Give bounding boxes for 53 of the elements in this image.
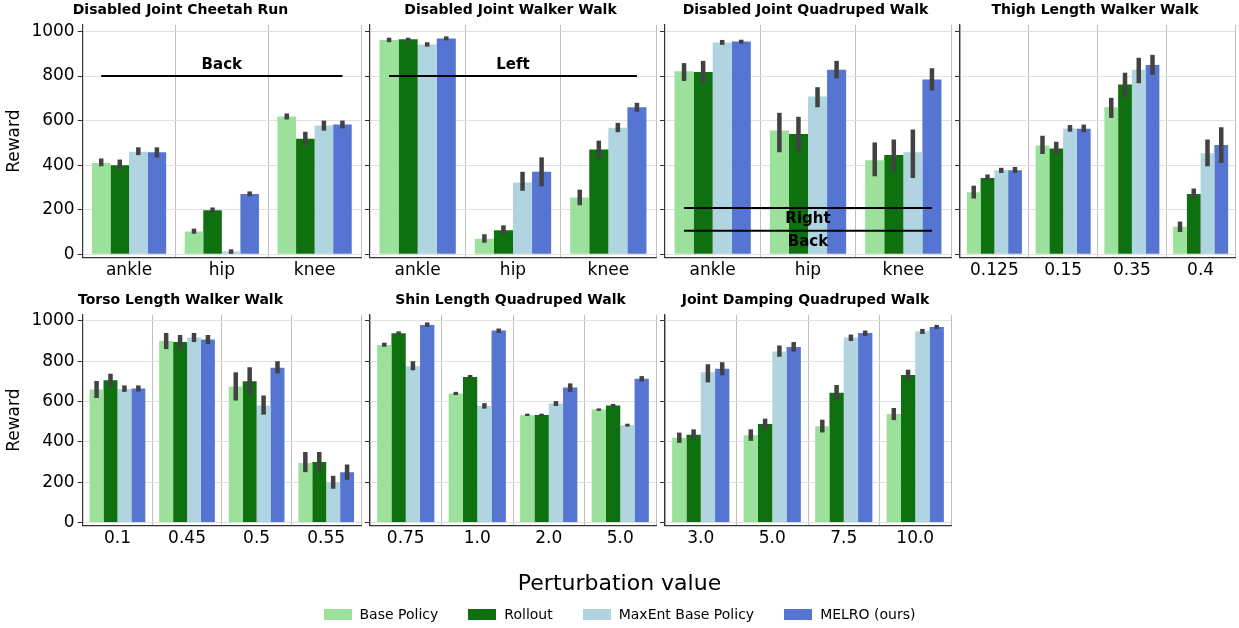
- x-tick-label: knee: [293, 259, 336, 280]
- y-tick-label: 200: [42, 198, 75, 219]
- x-tick-label: 0.45: [168, 527, 206, 548]
- x-tick-label: ankle: [105, 259, 153, 280]
- chart-title: Disabled Joint Quadruped Walk: [682, 1, 930, 18]
- x-tick-label: hip: [499, 259, 527, 280]
- chart-title: Shin Length Quadruped Walk: [395, 291, 627, 308]
- chart-title: Thigh Length Walker Walk: [991, 1, 1200, 18]
- x-tick-label: 0.75: [386, 527, 425, 548]
- chart-title: Torso Length Walker Walk: [78, 291, 284, 308]
- x-tick-label: 0.35: [1112, 259, 1151, 280]
- x-tick-label: 5.0: [758, 527, 786, 548]
- x-tick-label: 1.0: [463, 527, 491, 548]
- x-tick-label: hip: [208, 259, 235, 280]
- legend-label: MaxEnt Base Policy: [618, 606, 755, 622]
- y-tick-label: 800: [42, 349, 75, 370]
- x-tick-label: 0.1: [103, 527, 131, 548]
- x-tick-label: 0.4: [1187, 259, 1215, 280]
- y-tick-label: 600: [42, 109, 75, 130]
- chart-title: Disabled Joint Walker Walk: [404, 1, 618, 18]
- ref-line-label: Left: [496, 55, 530, 74]
- x-tick-label: 0.5: [243, 527, 271, 548]
- x-tick-label: ankle: [394, 259, 441, 280]
- y-tick-label: 400: [42, 153, 75, 174]
- y-tick-label: 1000: [31, 19, 75, 40]
- x-tick-label: ankle: [689, 259, 736, 280]
- chart-title: Joint Damping Quadruped Walk: [680, 291, 930, 308]
- x-tick-label: 7.5: [830, 527, 858, 548]
- x-axis-title: Perturbation value: [516, 570, 723, 595]
- x-tick-label: 0.125: [970, 259, 1019, 280]
- y-tick-label: 200: [42, 470, 75, 491]
- x-tick-label: 0.55: [307, 527, 346, 548]
- y-tick-label: 1000: [31, 309, 75, 330]
- y-axis-title: Reward: [2, 109, 23, 173]
- legend-label: MELRO (ours): [820, 606, 916, 622]
- y-axis-title: Reward: [2, 388, 23, 452]
- x-tick-label: knee: [882, 259, 925, 280]
- x-tick-label: 0.15: [1044, 259, 1083, 280]
- x-tick-label: knee: [587, 259, 630, 280]
- y-tick-label: 0: [63, 242, 75, 263]
- chart-title: Disabled Joint Cheetah Run: [72, 1, 289, 18]
- x-tick-label: 3.0: [687, 527, 715, 548]
- legend-label: Base Policy: [359, 606, 439, 622]
- y-tick-label: 800: [42, 64, 75, 85]
- x-tick-label: 5.0: [606, 527, 634, 548]
- y-tick-label: 0: [63, 511, 75, 531]
- x-tick-label: 2.0: [535, 527, 563, 548]
- y-tick-label: 600: [42, 389, 75, 410]
- x-tick-label: 10.0: [896, 527, 935, 548]
- ref-line-label: Back: [201, 55, 244, 74]
- y-tick-label: 400: [42, 430, 75, 451]
- x-tick-label: hip: [794, 259, 822, 280]
- legend-label: Rollout: [504, 606, 553, 622]
